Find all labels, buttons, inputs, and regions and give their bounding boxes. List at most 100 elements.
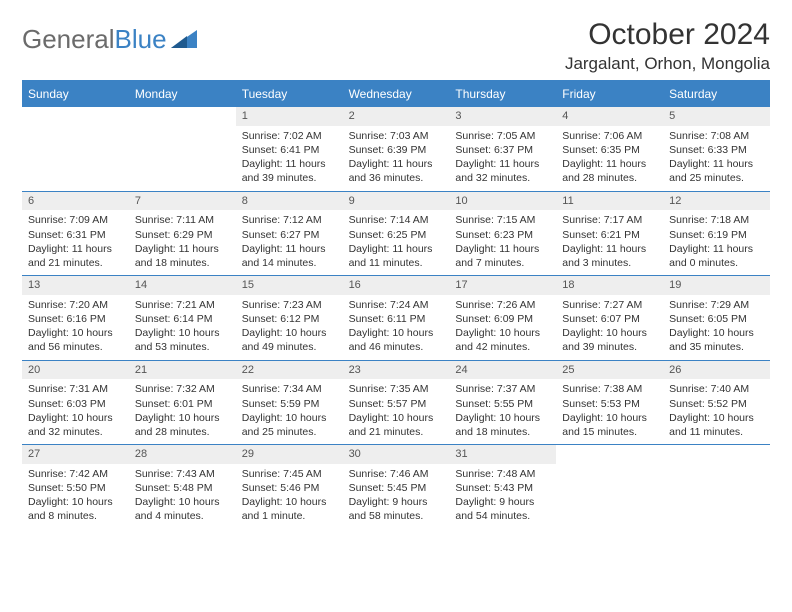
day-header: Monday	[129, 82, 236, 106]
daylight-text: Daylight: 10 hours and 42 minutes.	[455, 326, 550, 354]
day-info: Sunrise: 7:37 AMSunset: 5:55 PMDaylight:…	[449, 379, 556, 444]
day-number: 31	[449, 445, 556, 464]
day-cell: 29Sunrise: 7:45 AMSunset: 5:46 PMDayligh…	[236, 444, 343, 529]
daylight-text: Daylight: 11 hours and 11 minutes.	[349, 242, 444, 270]
day-number: 5	[663, 107, 770, 126]
day-number: 8	[236, 192, 343, 211]
title-block: October 2024 Jargalant, Orhon, Mongolia	[565, 18, 770, 74]
sunset-text: Sunset: 6:03 PM	[28, 397, 123, 411]
day-info: Sunrise: 7:09 AMSunset: 6:31 PMDaylight:…	[22, 210, 129, 275]
day-cell: 21Sunrise: 7:32 AMSunset: 6:01 PMDayligh…	[129, 360, 236, 445]
day-number: 9	[343, 192, 450, 211]
sunset-text: Sunset: 5:46 PM	[242, 481, 337, 495]
sunset-text: Sunset: 6:27 PM	[242, 228, 337, 242]
sunrise-text: Sunrise: 7:09 AM	[28, 213, 123, 227]
day-cell: 17Sunrise: 7:26 AMSunset: 6:09 PMDayligh…	[449, 275, 556, 360]
daylight-text: Daylight: 10 hours and 39 minutes.	[562, 326, 657, 354]
day-number: 24	[449, 361, 556, 380]
daylight-text: Daylight: 10 hours and 46 minutes.	[349, 326, 444, 354]
daylight-text: Daylight: 11 hours and 28 minutes.	[562, 157, 657, 185]
day-number: 10	[449, 192, 556, 211]
day-info: Sunrise: 7:08 AMSunset: 6:33 PMDaylight:…	[663, 126, 770, 191]
day-info: Sunrise: 7:26 AMSunset: 6:09 PMDaylight:…	[449, 295, 556, 360]
sunrise-text: Sunrise: 7:34 AM	[242, 382, 337, 396]
sunset-text: Sunset: 5:55 PM	[455, 397, 550, 411]
day-info: Sunrise: 7:29 AMSunset: 6:05 PMDaylight:…	[663, 295, 770, 360]
sunrise-text: Sunrise: 7:26 AM	[455, 298, 550, 312]
daylight-text: Daylight: 11 hours and 0 minutes.	[669, 242, 764, 270]
day-number: 28	[129, 445, 236, 464]
daylight-text: Daylight: 11 hours and 7 minutes.	[455, 242, 550, 270]
day-cell: 3Sunrise: 7:05 AMSunset: 6:37 PMDaylight…	[449, 106, 556, 191]
day-number: 11	[556, 192, 663, 211]
sunrise-text: Sunrise: 7:23 AM	[242, 298, 337, 312]
day-info: Sunrise: 7:35 AMSunset: 5:57 PMDaylight:…	[343, 379, 450, 444]
day-number: 13	[22, 276, 129, 295]
sunrise-text: Sunrise: 7:12 AM	[242, 213, 337, 227]
day-info: Sunrise: 7:32 AMSunset: 6:01 PMDaylight:…	[129, 379, 236, 444]
sunset-text: Sunset: 6:12 PM	[242, 312, 337, 326]
sunrise-text: Sunrise: 7:46 AM	[349, 467, 444, 481]
empty-cell	[556, 444, 663, 529]
sunset-text: Sunset: 6:11 PM	[349, 312, 444, 326]
day-info: Sunrise: 7:17 AMSunset: 6:21 PMDaylight:…	[556, 210, 663, 275]
day-cell: 6Sunrise: 7:09 AMSunset: 6:31 PMDaylight…	[22, 191, 129, 276]
day-info: Sunrise: 7:15 AMSunset: 6:23 PMDaylight:…	[449, 210, 556, 275]
day-cell: 14Sunrise: 7:21 AMSunset: 6:14 PMDayligh…	[129, 275, 236, 360]
daylight-text: Daylight: 10 hours and 32 minutes.	[28, 411, 123, 439]
day-info: Sunrise: 7:05 AMSunset: 6:37 PMDaylight:…	[449, 126, 556, 191]
day-cell: 10Sunrise: 7:15 AMSunset: 6:23 PMDayligh…	[449, 191, 556, 276]
sunrise-text: Sunrise: 7:08 AM	[669, 129, 764, 143]
daylight-text: Daylight: 10 hours and 25 minutes.	[242, 411, 337, 439]
day-info: Sunrise: 7:23 AMSunset: 6:12 PMDaylight:…	[236, 295, 343, 360]
sunrise-text: Sunrise: 7:03 AM	[349, 129, 444, 143]
day-cell: 2Sunrise: 7:03 AMSunset: 6:39 PMDaylight…	[343, 106, 450, 191]
day-header: Sunday	[22, 82, 129, 106]
day-info: Sunrise: 7:02 AMSunset: 6:41 PMDaylight:…	[236, 126, 343, 191]
daylight-text: Daylight: 10 hours and 28 minutes.	[135, 411, 230, 439]
sunrise-text: Sunrise: 7:43 AM	[135, 467, 230, 481]
daylight-text: Daylight: 9 hours and 54 minutes.	[455, 495, 550, 523]
daylight-text: Daylight: 10 hours and 53 minutes.	[135, 326, 230, 354]
daylight-text: Daylight: 10 hours and 21 minutes.	[349, 411, 444, 439]
day-info: Sunrise: 7:43 AMSunset: 5:48 PMDaylight:…	[129, 464, 236, 529]
day-cell: 15Sunrise: 7:23 AMSunset: 6:12 PMDayligh…	[236, 275, 343, 360]
day-info: Sunrise: 7:14 AMSunset: 6:25 PMDaylight:…	[343, 210, 450, 275]
sunset-text: Sunset: 5:53 PM	[562, 397, 657, 411]
day-cell: 31Sunrise: 7:48 AMSunset: 5:43 PMDayligh…	[449, 444, 556, 529]
day-cell: 23Sunrise: 7:35 AMSunset: 5:57 PMDayligh…	[343, 360, 450, 445]
empty-cell	[663, 444, 770, 529]
day-number: 14	[129, 276, 236, 295]
sunset-text: Sunset: 6:16 PM	[28, 312, 123, 326]
day-info: Sunrise: 7:21 AMSunset: 6:14 PMDaylight:…	[129, 295, 236, 360]
day-info: Sunrise: 7:18 AMSunset: 6:19 PMDaylight:…	[663, 210, 770, 275]
location: Jargalant, Orhon, Mongolia	[565, 54, 770, 74]
month-title: October 2024	[565, 18, 770, 52]
daylight-text: Daylight: 11 hours and 39 minutes.	[242, 157, 337, 185]
day-number: 26	[663, 361, 770, 380]
daylight-text: Daylight: 10 hours and 1 minute.	[242, 495, 337, 523]
day-cell: 27Sunrise: 7:42 AMSunset: 5:50 PMDayligh…	[22, 444, 129, 529]
day-header: Saturday	[663, 82, 770, 106]
sunset-text: Sunset: 5:43 PM	[455, 481, 550, 495]
day-number: 16	[343, 276, 450, 295]
daylight-text: Daylight: 10 hours and 18 minutes.	[455, 411, 550, 439]
day-number: 20	[22, 361, 129, 380]
sunset-text: Sunset: 6:05 PM	[669, 312, 764, 326]
sunrise-text: Sunrise: 7:35 AM	[349, 382, 444, 396]
day-info: Sunrise: 7:46 AMSunset: 5:45 PMDaylight:…	[343, 464, 450, 529]
sunset-text: Sunset: 5:59 PM	[242, 397, 337, 411]
day-cell: 28Sunrise: 7:43 AMSunset: 5:48 PMDayligh…	[129, 444, 236, 529]
sunset-text: Sunset: 5:45 PM	[349, 481, 444, 495]
sunset-text: Sunset: 5:52 PM	[669, 397, 764, 411]
day-number: 1	[236, 107, 343, 126]
calendar-grid: SundayMondayTuesdayWednesdayThursdayFrid…	[22, 80, 770, 529]
sunset-text: Sunset: 6:31 PM	[28, 228, 123, 242]
sunrise-text: Sunrise: 7:37 AM	[455, 382, 550, 396]
day-number: 23	[343, 361, 450, 380]
sunset-text: Sunset: 6:19 PM	[669, 228, 764, 242]
day-cell: 30Sunrise: 7:46 AMSunset: 5:45 PMDayligh…	[343, 444, 450, 529]
day-cell: 24Sunrise: 7:37 AMSunset: 5:55 PMDayligh…	[449, 360, 556, 445]
day-header: Wednesday	[343, 82, 450, 106]
day-number: 25	[556, 361, 663, 380]
